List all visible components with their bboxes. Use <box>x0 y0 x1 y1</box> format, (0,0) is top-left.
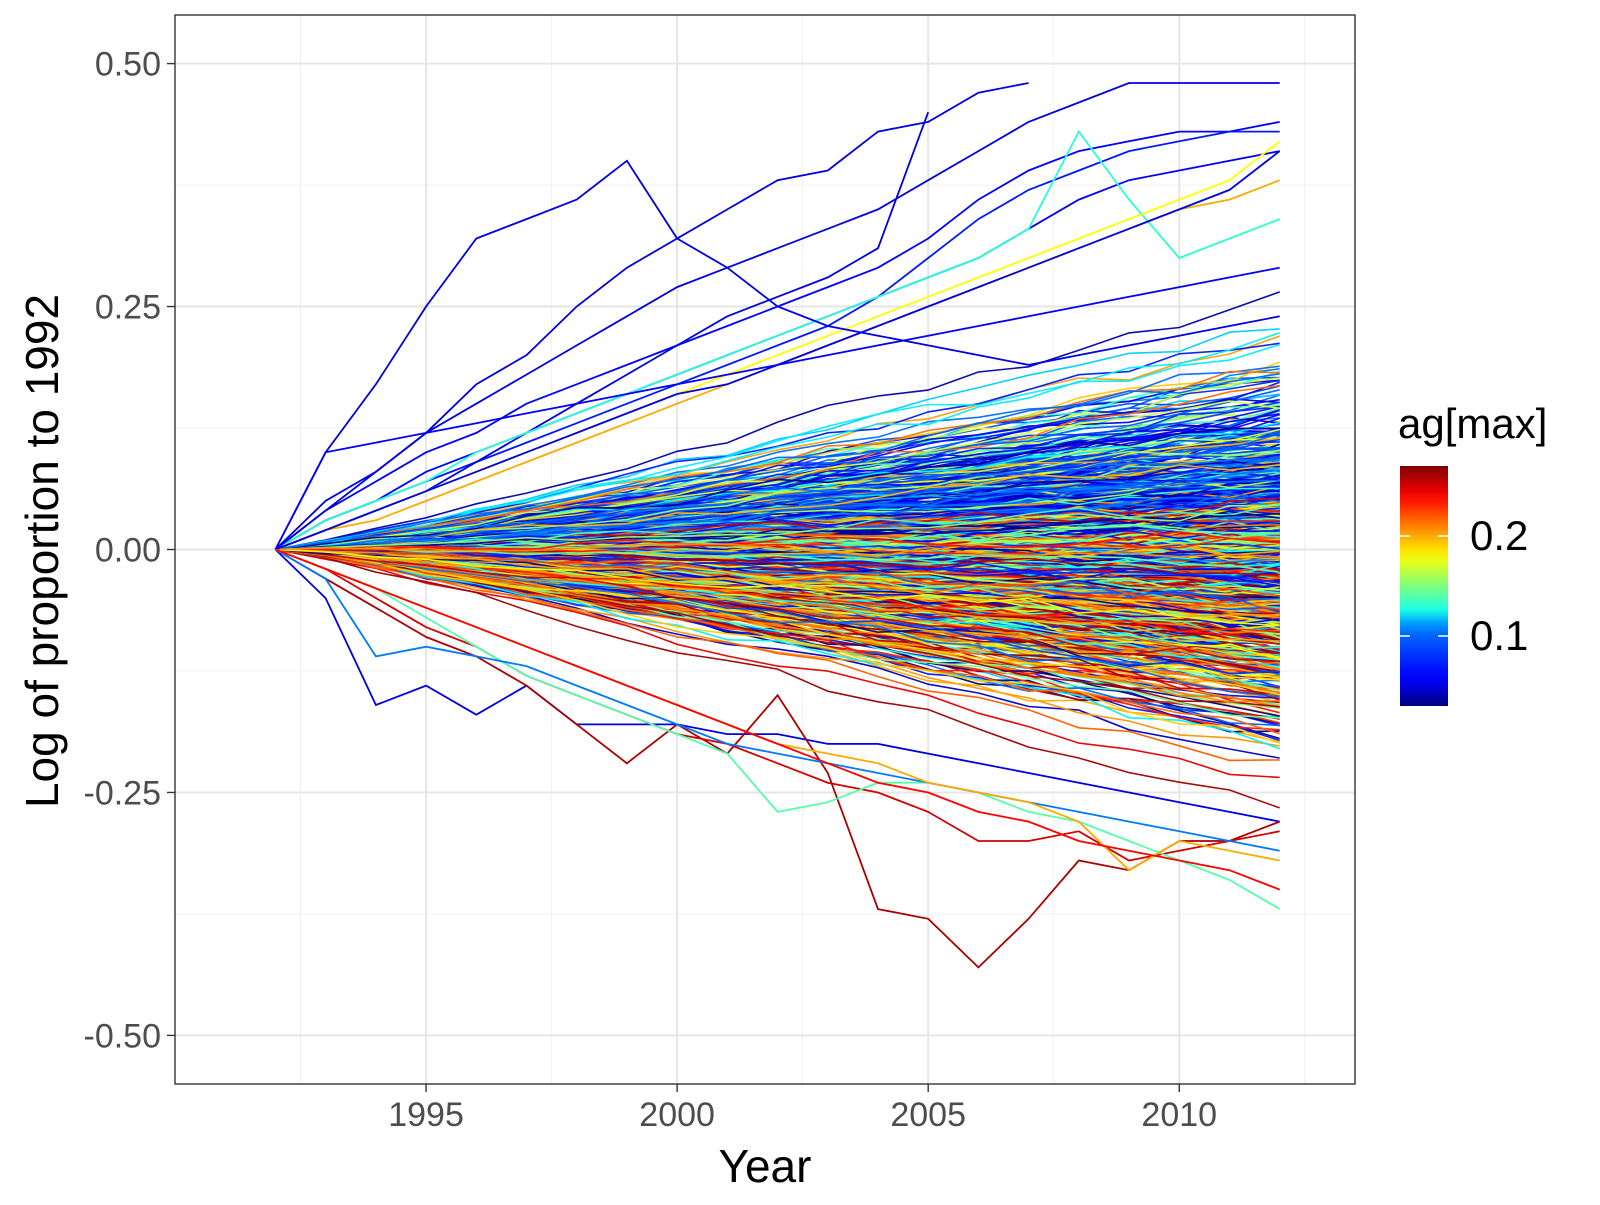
series-line <box>275 381 1280 551</box>
series-line <box>274 266 1280 550</box>
series-line <box>275 548 1280 745</box>
series-line <box>275 537 1280 555</box>
series-line <box>274 129 1281 551</box>
colorbar-tick-label: 0.1 <box>1470 612 1528 659</box>
series-line <box>275 512 1280 551</box>
series-line <box>275 530 1280 552</box>
colorbar <box>1400 466 1448 706</box>
series-line <box>275 547 1280 574</box>
series-line <box>275 548 1280 862</box>
series-line <box>275 548 1280 597</box>
series-line <box>275 543 1280 558</box>
series-line <box>275 504 1280 551</box>
series-line <box>274 82 1280 551</box>
series-line <box>275 548 1281 891</box>
series-line <box>275 548 1280 750</box>
legend-title: ag[max] <box>1398 400 1547 447</box>
series-line <box>275 464 1280 551</box>
series-line <box>275 548 1280 708</box>
series-line <box>275 548 1280 809</box>
series-line <box>275 548 1280 779</box>
series-line <box>274 82 1029 550</box>
y-tick-label: -0.50 <box>84 1017 162 1055</box>
series-line <box>275 548 1280 663</box>
y-tick-label: 0.25 <box>95 289 161 327</box>
series-line <box>274 548 1280 852</box>
series-line <box>275 548 1280 696</box>
series-line <box>275 548 1280 642</box>
series-line <box>275 548 1280 627</box>
series-line <box>274 548 1281 969</box>
x-tick-label: 2005 <box>890 1096 966 1134</box>
series-highlight <box>274 82 1281 969</box>
x-tick-label: 2000 <box>639 1096 715 1134</box>
series-line <box>275 343 1280 551</box>
series-line <box>275 421 1280 551</box>
y-tick-label: 0.00 <box>95 532 161 570</box>
series-line <box>275 548 1280 618</box>
series-line <box>275 548 1280 698</box>
colorbar-ticks: 0.2 0.1 <box>1400 512 1528 659</box>
series-bundle <box>275 291 1280 809</box>
series-line <box>274 130 1280 551</box>
series-line <box>274 548 1280 823</box>
series-line <box>275 548 1280 703</box>
series-line <box>275 291 1280 551</box>
series-line <box>275 432 1280 551</box>
y-axis: -0.50 -0.25 0.00 0.25 0.50 <box>84 46 175 1055</box>
series-line <box>275 548 1280 634</box>
y-tick-label: 0.50 <box>95 46 161 84</box>
series-line <box>275 389 1280 551</box>
colorbar-tick-label: 0.2 <box>1470 512 1528 559</box>
series-line <box>275 548 1280 672</box>
series-line <box>275 400 1280 551</box>
series-line <box>275 370 1280 551</box>
series-line <box>275 479 1280 551</box>
series-line <box>275 332 1280 551</box>
x-tick-label: 2010 <box>1141 1096 1217 1134</box>
series-line <box>275 548 1280 762</box>
series-line <box>275 427 1280 551</box>
y-tick-label: -0.25 <box>84 774 162 812</box>
series-line <box>274 237 1280 551</box>
colorbar-legend: ag[max] 0.2 0.1 <box>1398 400 1547 706</box>
series-line <box>275 373 1280 551</box>
series-line <box>275 548 1281 910</box>
y-axis-title: Log of proportion to 1992 <box>16 294 68 808</box>
x-axis: 1995 2000 2005 2010 <box>388 1084 1217 1134</box>
series-line <box>275 548 1280 747</box>
x-axis-title: Year <box>719 1140 812 1192</box>
x-tick-label: 1995 <box>388 1096 464 1134</box>
